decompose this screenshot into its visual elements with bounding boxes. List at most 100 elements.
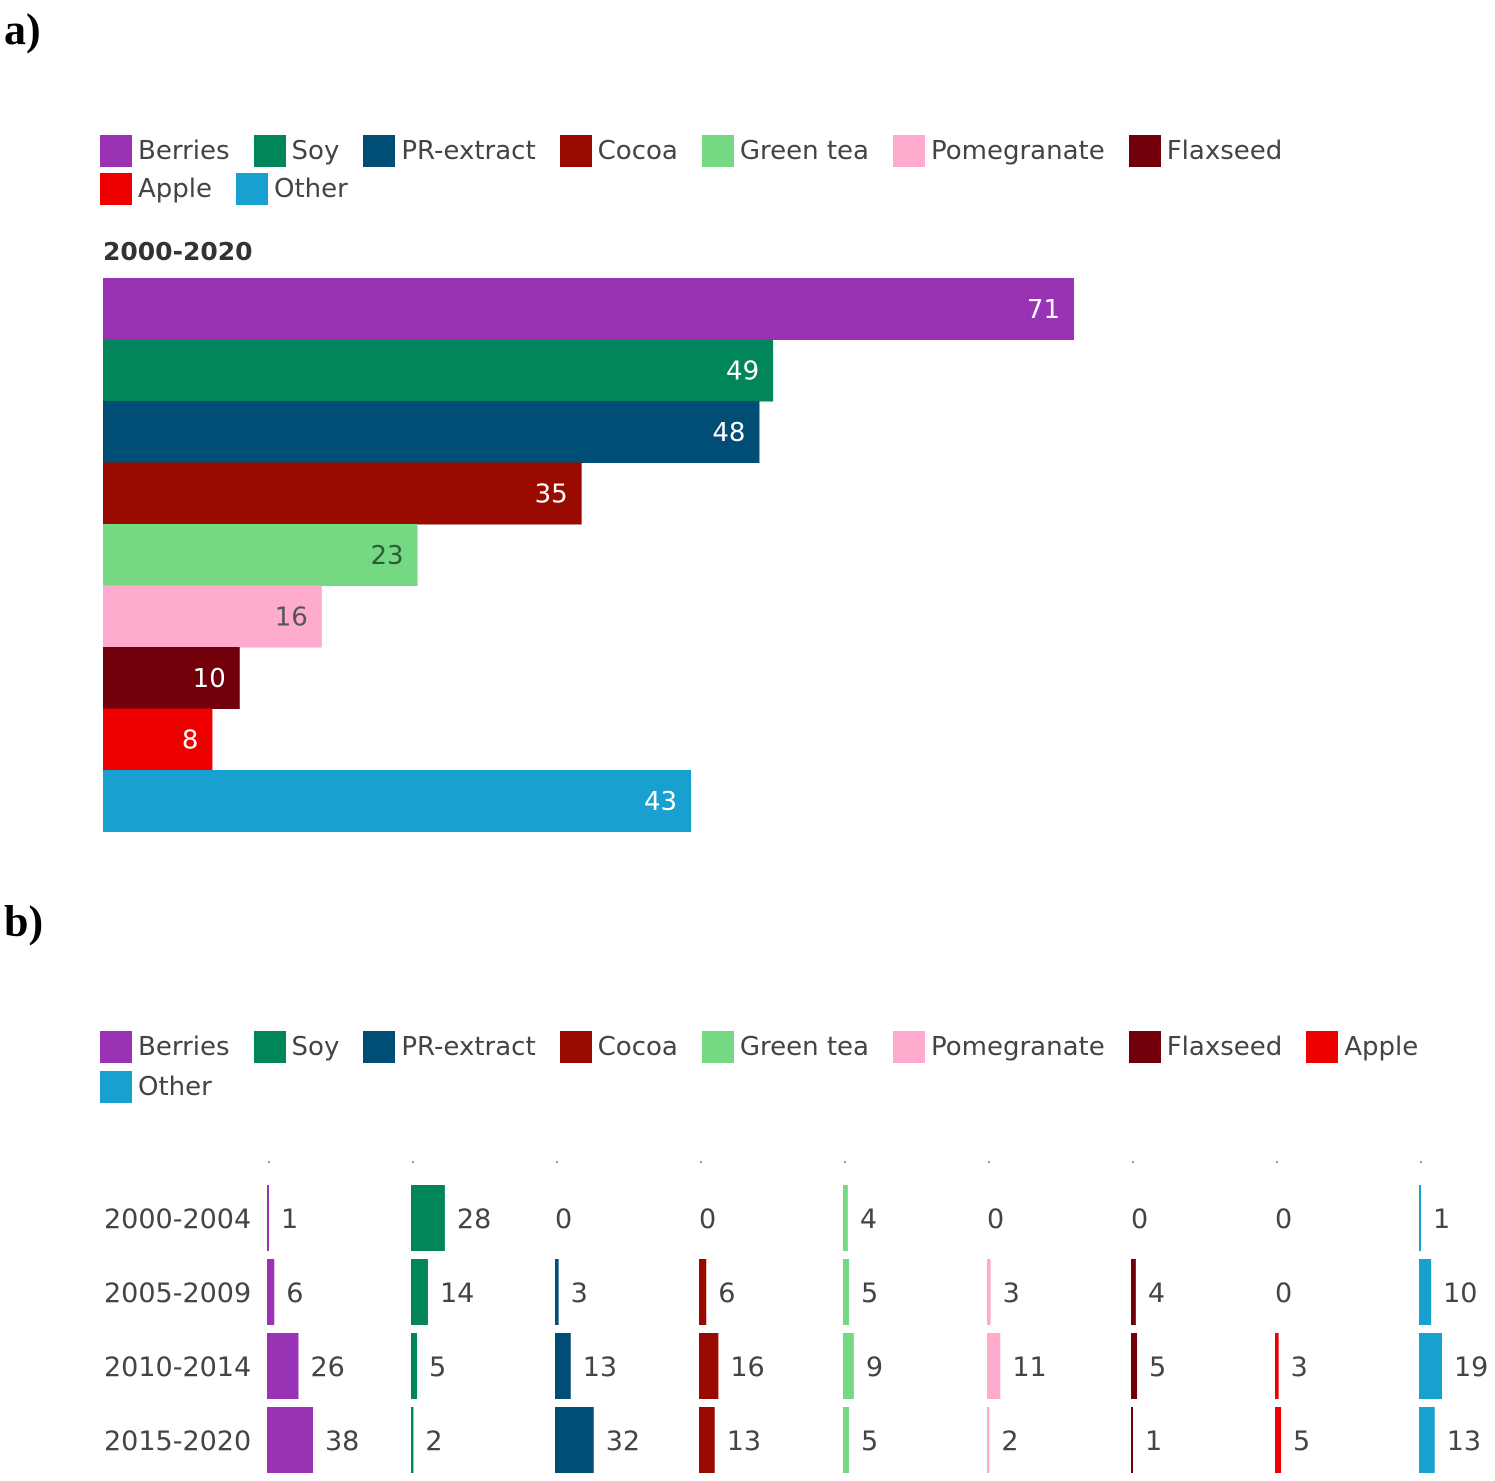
data-label-berries: 71 [1027,295,1060,325]
legend-label: Berries [138,1032,230,1062]
bar-green-tea-2010-2014 [843,1333,854,1399]
legend-label: Flaxseed [1166,136,1283,166]
data-label-cocoa-2000-2004: 0 [699,1204,716,1235]
data-label-flaxseed-2000-2004: 0 [1131,1204,1148,1235]
legend-label: Apple [138,174,213,204]
legend-item-soy: Soy [253,134,340,168]
column-header-mark: . [1275,1151,1279,1167]
data-label-cocoa-2005-2009: 6 [718,1278,735,1309]
data-label-other-2005-2009: 10 [1443,1278,1477,1309]
data-label-soy-2000-2004: 28 [457,1204,491,1235]
data-label-other-2015-2020: 13 [1447,1426,1481,1457]
bar-pr-extract-2010-2014 [555,1333,571,1399]
legend-label: Soy [291,1032,340,1062]
column-header-mark: . [699,1151,703,1167]
legend-swatch [892,1031,925,1063]
legend-label: Cocoa [597,1032,678,1062]
data-label-green-tea: 23 [370,541,403,571]
data-label-pomegranate-2005-2009: 3 [1003,1278,1020,1309]
legend-item-apple: Apple [1306,1030,1418,1064]
legend-item-apple: Apple [100,172,212,206]
data-label-soy-2010-2014: 5 [429,1352,446,1383]
bar-soy-2005-2009 [411,1259,428,1325]
data-label-pomegranate: 16 [275,602,308,632]
legend-swatch [100,135,132,167]
legend-item-pr-extract: PR-extract [363,1030,536,1064]
data-label-soy-2005-2009: 14 [440,1278,474,1309]
data-label-apple-2015-2020: 5 [1293,1426,1310,1457]
data-label-pr-extract-2005-2009: 3 [571,1278,588,1309]
bar-pomegranate-2010-2014 [987,1333,1001,1399]
bar-flaxseed-2005-2009 [1131,1259,1136,1325]
row-label-2015-2020: 2015-2020 [104,1426,251,1457]
data-label-apple-2010-2014: 3 [1291,1352,1308,1383]
legend-item-cocoa: Cocoa [559,134,678,168]
legend-label: PR-extract [401,1032,536,1062]
legend-swatch [236,173,269,205]
bar-green-tea-2000-2004 [843,1185,848,1251]
legend-label: Pomegranate [930,136,1105,166]
legend-panel-b: Berries Soy PR-extract Cocoa Green tea Pomegr… [100,1030,1480,1104]
bar-berries [103,278,1074,340]
data-label-berries-2015-2020: 38 [325,1426,359,1457]
panel-b-label: b) [4,897,44,946]
data-label-pr-extract: 48 [712,418,745,448]
data-label-pomegranate-2015-2020: 2 [1001,1426,1018,1457]
legend-swatch [559,1031,592,1063]
bar-other-2010-2014 [1419,1333,1442,1399]
data-label-apple-2000-2004: 0 [1275,1204,1292,1235]
row-label-2005-2009: 2005-2009 [104,1278,251,1309]
bar-pr-extract-2005-2009 [555,1259,559,1325]
data-label-apple: 8 [182,725,199,755]
bar-other-2005-2009 [1419,1259,1432,1325]
legend-swatch [253,135,286,167]
legend-label: Other [138,1072,212,1102]
data-label-flaxseed-2015-2020: 1 [1145,1426,1162,1457]
legend-item-other: Other [236,172,348,206]
data-label-cocoa-2015-2020: 13 [727,1426,761,1457]
data-label-green-tea-2010-2014: 9 [866,1352,883,1383]
legend-label: Flaxseed [1166,1032,1283,1062]
bar-berries-2005-2009 [267,1259,275,1325]
data-label-pr-extract-2010-2014: 13 [583,1352,617,1383]
bar-pr-extract [103,401,760,463]
column-header-mark: . [411,1151,415,1167]
data-label-berries-2005-2009: 6 [286,1278,303,1309]
bar-soy [103,339,774,402]
legend-item-green-tea: Green tea [701,1030,869,1064]
bar-cocoa-2010-2014 [699,1333,719,1399]
legend-swatch [1128,135,1161,167]
legend-item-green-tea: Green tea [701,134,869,168]
data-label-flaxseed: 10 [193,664,226,694]
column-header-mark: . [267,1151,271,1167]
bar-berries-2015-2020 [267,1407,313,1473]
legend-swatch [100,1031,132,1063]
legend-item-pomegranate: Pomegranate [892,1030,1105,1064]
data-label-green-tea-2000-2004: 4 [860,1204,877,1235]
bar-green-tea-2015-2020 [843,1407,850,1473]
legend-item-pomegranate: Pomegranate [892,134,1105,168]
bar-pomegranate-2015-2020 [987,1407,990,1473]
column-header-mark: . [843,1151,847,1167]
column-header-mark: . [555,1151,559,1167]
legend-swatch [701,1031,734,1063]
legend-swatch [253,1031,286,1063]
legend-label: Soy [291,136,340,166]
data-label-cocoa-2010-2014: 16 [730,1352,764,1383]
panel-a-label: a) [4,5,41,54]
bar-flaxseed-2015-2020 [1131,1407,1133,1473]
bar-flaxseed [103,647,240,709]
legend-item-cocoa: Cocoa [559,1030,678,1064]
bar-other [103,770,692,832]
legend-item-other: Other [100,1070,212,1104]
data-label-other-2000-2004: 1 [1433,1204,1450,1235]
bar-pomegranate-2005-2009 [987,1259,991,1325]
data-label-pr-extract-2000-2004: 0 [555,1204,572,1235]
legend-item-flaxseed: Flaxseed [1128,134,1283,168]
bar-berries-2000-2004 [267,1185,269,1251]
bar-cocoa [103,462,582,525]
legend-label: Apple [1344,1032,1419,1062]
legend-swatch [363,1031,396,1063]
legend-swatch [100,173,132,205]
bar-soy-2010-2014 [411,1333,418,1399]
